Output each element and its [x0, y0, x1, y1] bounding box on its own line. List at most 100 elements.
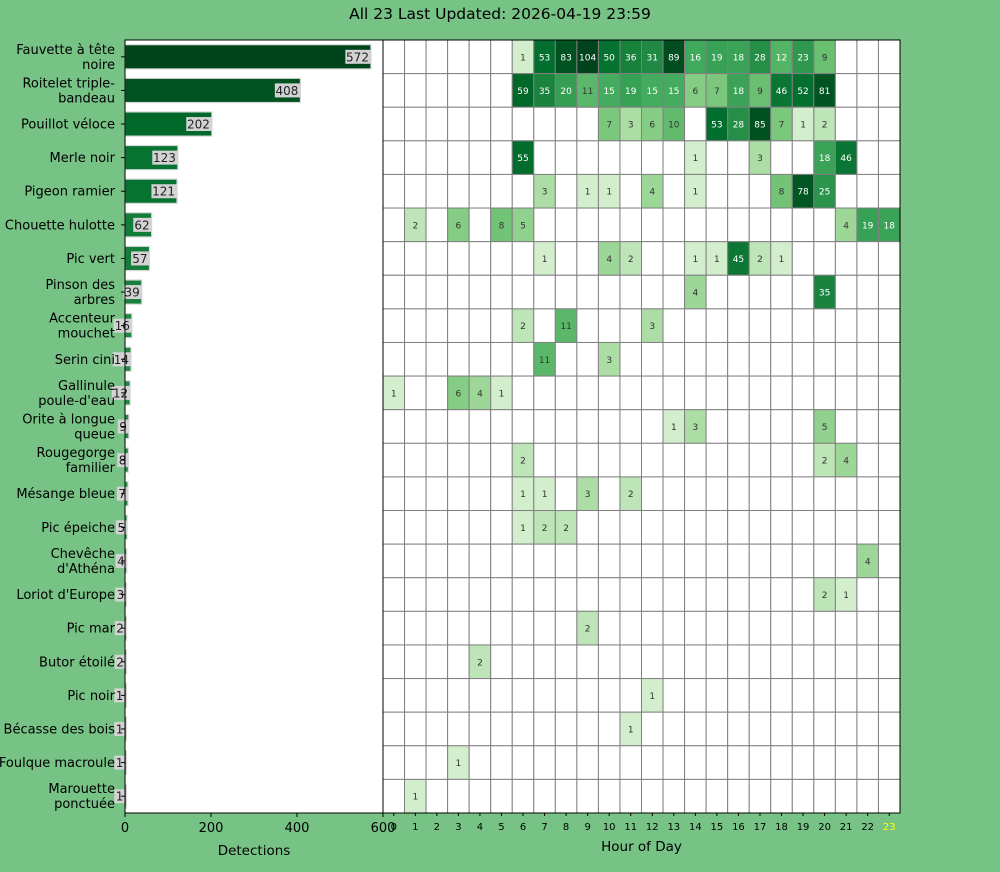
- heatmap-cell: [662, 341, 686, 377]
- heatmap-cell: [877, 476, 901, 512]
- bar-value-box: [114, 789, 126, 804]
- heatmap-cell: [468, 173, 492, 209]
- heatmap-cell: [662, 207, 686, 243]
- heatmap-cell: [597, 778, 621, 814]
- heatmap-cell: [834, 173, 858, 209]
- heatmap-cell: [468, 476, 492, 512]
- heatmap-value: 2: [757, 255, 763, 265]
- heatmap-cell: [597, 711, 621, 747]
- heatmap-value: 89: [668, 53, 680, 63]
- bar-value-label: 4: [117, 554, 125, 568]
- heatmap-value: 2: [628, 255, 634, 265]
- heatmap-cell: [791, 577, 815, 612]
- heatmap-cell: [641, 543, 664, 579]
- heatmap-cell: [748, 745, 772, 780]
- heatmap-cell: [727, 543, 750, 579]
- heatmap-cell: [727, 274, 750, 310]
- heatmap-cell: [619, 644, 642, 680]
- heatmap-value: 3: [542, 188, 548, 198]
- heatmap-cell: [791, 543, 815, 579]
- heatmap-cell: [813, 510, 836, 545]
- bar-value-label: 3: [117, 588, 125, 602]
- heatmap-cell: [662, 510, 686, 545]
- heatmap-cell: [727, 711, 750, 747]
- heatmap-cell: [641, 476, 664, 512]
- bar-value-box: [114, 755, 126, 770]
- heatmap-value: 19: [862, 221, 874, 231]
- heatmap-cell: [748, 308, 772, 343]
- heatmap-cell: [468, 711, 492, 747]
- heatmap-cell: [490, 678, 513, 713]
- heatmap-value: 35: [819, 289, 830, 299]
- heatmap-value: 23: [797, 53, 808, 63]
- heatmap-cell: [576, 711, 599, 747]
- heatmap-cell: [511, 409, 535, 444]
- heatmap-value: 1: [499, 389, 505, 399]
- heatmap-cell: [748, 778, 772, 814]
- heatmap-cell: [597, 207, 621, 243]
- heatmap-cell: [791, 644, 815, 680]
- heatmap-cell: [641, 644, 664, 680]
- heatmap-value: 7: [714, 87, 720, 97]
- heatmap-cell: [382, 173, 406, 209]
- heatmap-cell: [813, 207, 836, 243]
- bar-value-box: [133, 217, 152, 232]
- heatmap-cell: [684, 442, 707, 478]
- heatmap-cell: [662, 644, 686, 680]
- heatmap-cell: [791, 476, 815, 512]
- heatmap-cell: [748, 610, 772, 646]
- heatmap-cell: [382, 207, 406, 243]
- heatmap-cell: [684, 510, 707, 545]
- hour-label: 14: [689, 822, 702, 833]
- heatmap-value: 2: [520, 457, 526, 467]
- heatmap-cell: [791, 610, 815, 646]
- heatmap-cell: [468, 577, 492, 612]
- heatmap-cell: [877, 73, 901, 108]
- heatmap-cell: [382, 678, 406, 713]
- heatmap-cell: [748, 476, 772, 512]
- heatmap-value: 2: [477, 658, 483, 668]
- heatmap-value: 2: [822, 121, 828, 131]
- heatmap-value: 18: [884, 221, 896, 231]
- heatmap-cell: [490, 308, 513, 343]
- heatmap-cell: [490, 274, 513, 310]
- heatmap-cell: [382, 241, 406, 276]
- heatmap-value: 1: [692, 255, 698, 265]
- heatmap-cell: [705, 644, 729, 680]
- heatmap-cell: [382, 409, 406, 444]
- heatmap-cell: [684, 577, 707, 612]
- bar-value-label: 572: [346, 50, 369, 64]
- heatmap-cell: [834, 745, 858, 780]
- bar-value-box: [152, 150, 178, 165]
- heatmap-cell: [877, 274, 901, 310]
- heatmap-cell: [490, 610, 513, 646]
- heatmap-cell: [404, 476, 427, 512]
- hour-label: 1: [412, 822, 418, 833]
- hour-label: 22: [861, 822, 874, 833]
- heatmap-cell: [468, 543, 492, 579]
- heatmap-cell: [705, 711, 729, 747]
- heatmap-cell: [770, 778, 793, 814]
- heatmap-cell: [533, 745, 556, 780]
- heatmap-cell: [404, 644, 427, 680]
- hour-label: 3: [455, 822, 461, 833]
- heatmap-cell: [425, 39, 449, 75]
- heatmap-cell: [404, 140, 427, 175]
- heatmap-cell: [641, 241, 664, 276]
- hour-label: 4: [477, 822, 483, 833]
- heatmap-cell: [576, 577, 599, 612]
- heatmap-cell: [554, 577, 578, 612]
- heatmap-cell: [511, 678, 535, 713]
- heatmap-cell: [770, 711, 793, 747]
- heatmap-cell: [748, 409, 772, 444]
- heatmap-cell: [511, 341, 535, 377]
- species-label: Bécasse des bois: [4, 722, 116, 737]
- heatmap-value: 18: [733, 87, 745, 97]
- heatmap-value: 1: [606, 188, 612, 198]
- heatmap-cell: [856, 274, 879, 310]
- heatmap-cell: [727, 577, 750, 612]
- heatmap-value: 18: [733, 53, 745, 63]
- heatmap-cell: [684, 778, 707, 814]
- heatmap-cell: [382, 106, 406, 142]
- heatmap-cell: [554, 207, 578, 243]
